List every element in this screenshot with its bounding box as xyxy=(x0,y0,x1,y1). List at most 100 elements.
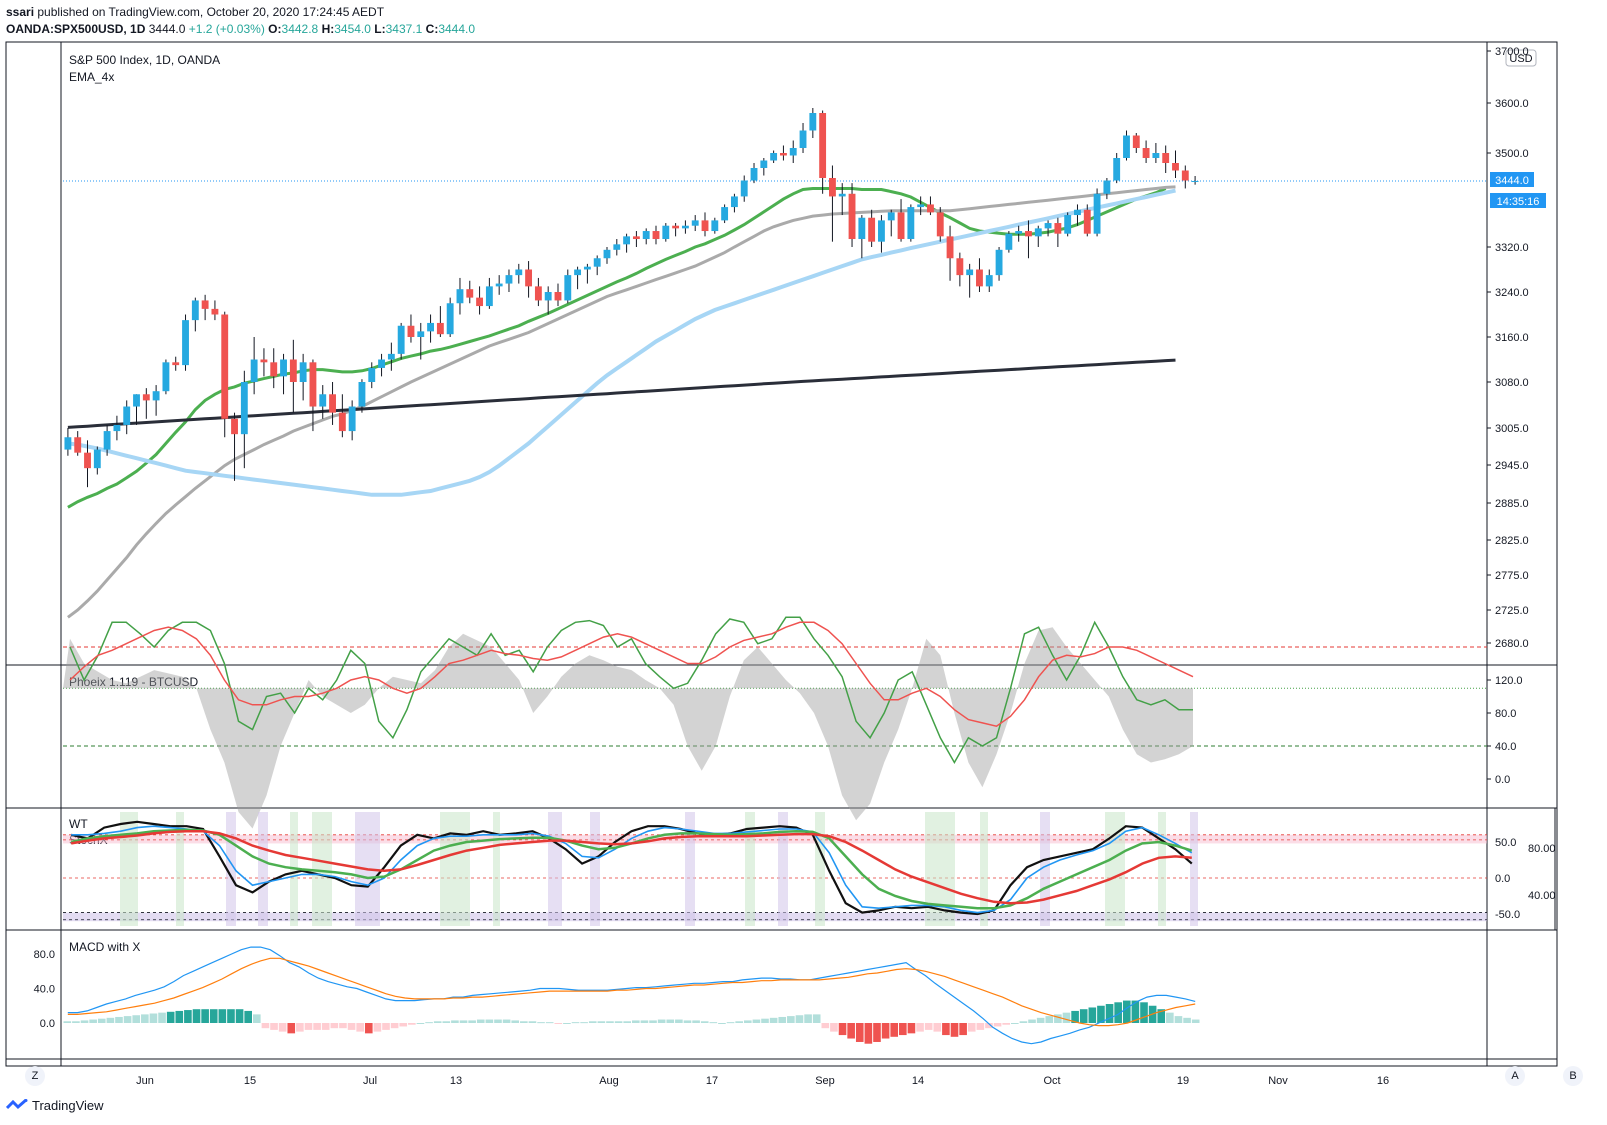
candle-down xyxy=(201,300,209,309)
price-tick-label: 3240.0 xyxy=(1495,287,1529,299)
x-tick-label: Aug xyxy=(599,1075,619,1087)
x-tick-label: 17 xyxy=(706,1075,718,1087)
macd-hist-bar xyxy=(847,1023,855,1039)
candle-down xyxy=(260,359,268,363)
macd-hist-bar xyxy=(149,1013,158,1023)
candle-up xyxy=(103,431,111,450)
macd-hist-bar xyxy=(1071,1010,1079,1023)
x-tick-label: 16 xyxy=(1377,1075,1389,1087)
author-name[interactable]: ssari xyxy=(6,5,35,19)
candle-down xyxy=(936,212,944,237)
macd-hist-bar xyxy=(304,1023,313,1030)
macd-hist-bar xyxy=(1002,1023,1010,1025)
candle-up xyxy=(1074,209,1081,216)
price-tick-label: 3500.0 xyxy=(1495,148,1529,160)
macd-hist-bar xyxy=(235,1009,244,1023)
macd-hist-bar xyxy=(967,1023,976,1032)
candle-up xyxy=(113,424,121,432)
macd-hist-bar xyxy=(520,1021,528,1023)
macd-hist-bar xyxy=(209,1009,218,1023)
macd-hist-bar xyxy=(123,1016,132,1023)
currency-badge[interactable] xyxy=(1505,49,1537,67)
price-tick-label: 2945.0 xyxy=(1495,460,1529,472)
candle-up xyxy=(966,269,974,276)
macd-hist-bar xyxy=(97,1018,106,1023)
macd-hist-bar xyxy=(1062,1012,1071,1023)
candle-up xyxy=(917,204,925,208)
macd-hist-bar xyxy=(115,1016,123,1023)
wt-signal-band xyxy=(815,812,825,926)
footer-brand[interactable]: TradingView xyxy=(6,1098,104,1113)
macd-hist-bar xyxy=(330,1023,339,1029)
published-text: published on TradingView.com, October 20… xyxy=(37,5,385,19)
close-value: 3444.0 xyxy=(438,22,476,36)
macd-hist-bar xyxy=(1157,1009,1166,1023)
macd-hist-bar xyxy=(166,1011,175,1023)
open-label: O: xyxy=(268,22,282,36)
wt-signal-band xyxy=(1105,812,1125,926)
price-tick-label: 2825.0 xyxy=(1495,535,1529,547)
macd-hist-bar xyxy=(72,1021,80,1023)
macd-hist-bar xyxy=(873,1023,881,1042)
macd-hist-bar xyxy=(63,1021,72,1023)
macd-hist-bar xyxy=(261,1023,270,1029)
zoom-reset-button[interactable]: Z xyxy=(25,1066,45,1086)
macd-hist-bar xyxy=(675,1019,683,1023)
macd-hist-bar xyxy=(89,1019,97,1023)
candle-up xyxy=(544,292,552,301)
candle-up xyxy=(515,269,523,276)
macd-hist-bar xyxy=(408,1023,416,1025)
macd-hist-bar xyxy=(709,1022,718,1024)
price-tick-label: 3700.0 xyxy=(1495,46,1529,58)
candle-down xyxy=(868,217,876,242)
macd-hist-bar xyxy=(511,1020,520,1023)
log-scale-button[interactable]: B xyxy=(1563,1066,1583,1086)
phoeix-tick-label: 80.0 xyxy=(1495,708,1516,720)
candle-down xyxy=(289,359,297,382)
macd-hist-bar xyxy=(270,1023,278,1030)
candle-up xyxy=(1103,180,1111,194)
candle-up xyxy=(1152,153,1160,158)
auto-scale-button[interactable]: A xyxy=(1505,1066,1525,1086)
x-tick-label: Oct xyxy=(1043,1075,1060,1087)
candle-up xyxy=(593,258,601,267)
wt-title: WT xyxy=(69,817,88,831)
price-tick-label: 3600.0 xyxy=(1495,98,1529,110)
wt-signal-band xyxy=(312,812,332,926)
candle-up xyxy=(603,249,611,259)
price-tick-label: 3160.0 xyxy=(1495,332,1529,344)
x-tick-label: 13 xyxy=(450,1075,462,1087)
macd-hist-bar xyxy=(614,1021,623,1023)
macd-hist-bar xyxy=(1140,1002,1148,1023)
candle-up xyxy=(1034,228,1042,237)
macd-hist-bar xyxy=(201,1009,209,1023)
candle-up xyxy=(1093,193,1101,234)
candle-up xyxy=(642,231,650,240)
macd-hist-bar xyxy=(554,1023,563,1024)
macd-hist-bar xyxy=(321,1023,330,1030)
candle-down xyxy=(701,220,709,232)
candle-down xyxy=(84,452,91,469)
ohlc-line: OANDA:SPX500USD, 1D 3444.0 +1.2 (+0.03%)… xyxy=(6,22,475,36)
macd-hist-bar xyxy=(416,1023,425,1024)
macd-hist-bar xyxy=(950,1023,959,1037)
macd-hist-bar xyxy=(141,1014,149,1023)
macd-hist-bar xyxy=(769,1017,778,1023)
candle-up xyxy=(1113,158,1121,181)
auto-scale-label: A xyxy=(1511,1070,1519,1082)
candle-down xyxy=(221,314,229,419)
macd-hist-bar xyxy=(382,1023,390,1030)
macd-hist-bar xyxy=(787,1016,795,1023)
high-value: 3454.0 xyxy=(334,22,371,36)
wt-signal-band xyxy=(258,812,268,926)
macd-hist-bar xyxy=(1097,1005,1105,1023)
macd-hist-bar xyxy=(606,1021,614,1023)
macd-hist-bar xyxy=(597,1021,606,1023)
candle-up xyxy=(995,249,1003,276)
macd-hist-bar xyxy=(743,1020,752,1023)
macd-hist-bar xyxy=(244,1010,252,1023)
macd-hist-bar xyxy=(537,1022,545,1024)
macd-hist-bar xyxy=(752,1019,761,1023)
macd-hist-bar xyxy=(132,1015,141,1023)
